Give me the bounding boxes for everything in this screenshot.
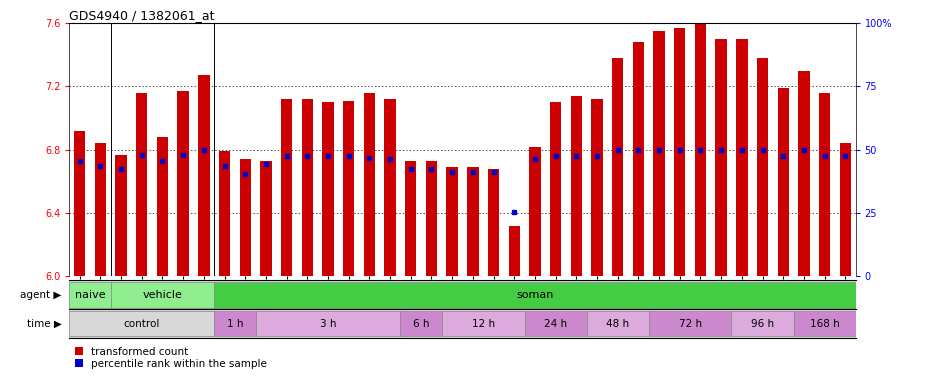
Bar xyxy=(157,137,168,276)
Text: 168 h: 168 h xyxy=(809,318,840,329)
Text: vehicle: vehicle xyxy=(142,290,182,300)
Text: 48 h: 48 h xyxy=(606,318,629,329)
Bar xyxy=(426,161,438,276)
Text: naive: naive xyxy=(75,290,105,300)
Bar xyxy=(364,93,375,276)
Bar xyxy=(550,102,561,276)
Bar xyxy=(487,169,500,276)
Bar xyxy=(612,58,623,276)
Text: 12 h: 12 h xyxy=(472,318,495,329)
Text: 24 h: 24 h xyxy=(544,318,567,329)
Bar xyxy=(69,311,215,336)
Text: agent ▶: agent ▶ xyxy=(20,290,61,300)
Bar xyxy=(219,151,230,276)
Bar xyxy=(798,71,809,276)
Bar xyxy=(401,311,442,336)
Bar xyxy=(819,93,831,276)
Bar xyxy=(591,99,603,276)
Bar xyxy=(695,23,706,276)
Bar xyxy=(116,154,127,276)
Bar xyxy=(240,159,251,276)
Text: 96 h: 96 h xyxy=(751,318,774,329)
Bar xyxy=(757,58,768,276)
Bar xyxy=(736,39,747,276)
Bar xyxy=(260,161,272,276)
Text: 72 h: 72 h xyxy=(679,318,702,329)
Text: control: control xyxy=(124,318,160,329)
Bar xyxy=(467,167,478,276)
Bar xyxy=(447,167,458,276)
Bar xyxy=(69,282,111,308)
Text: 1 h: 1 h xyxy=(227,318,243,329)
Text: GDS4940 / 1382061_at: GDS4940 / 1382061_at xyxy=(69,9,215,22)
Bar xyxy=(343,101,354,276)
Text: time ▶: time ▶ xyxy=(27,318,61,329)
Bar xyxy=(136,93,147,276)
Bar xyxy=(778,88,789,276)
Bar xyxy=(405,161,416,276)
Text: 3 h: 3 h xyxy=(320,318,337,329)
Bar xyxy=(111,282,215,308)
Bar xyxy=(215,282,856,308)
Bar xyxy=(178,91,189,276)
Bar xyxy=(509,226,520,276)
Bar xyxy=(322,102,334,276)
Bar xyxy=(385,99,396,276)
Text: 6 h: 6 h xyxy=(413,318,429,329)
Bar xyxy=(198,75,210,276)
Text: soman: soman xyxy=(516,290,553,300)
Bar xyxy=(653,31,665,276)
Bar xyxy=(571,96,582,276)
Bar xyxy=(215,311,255,336)
Bar xyxy=(648,311,732,336)
Bar xyxy=(524,311,586,336)
Bar xyxy=(794,311,856,336)
Bar xyxy=(732,311,794,336)
Bar xyxy=(442,311,524,336)
Bar xyxy=(302,99,313,276)
Bar xyxy=(281,99,292,276)
Bar xyxy=(255,311,401,336)
Bar xyxy=(94,144,106,276)
Bar xyxy=(840,144,851,276)
Bar xyxy=(74,131,85,276)
Legend: transformed count, percentile rank within the sample: transformed count, percentile rank withi… xyxy=(75,347,267,369)
Bar xyxy=(633,42,644,276)
Bar xyxy=(715,39,727,276)
Bar xyxy=(674,28,685,276)
Bar xyxy=(529,147,540,276)
Bar xyxy=(586,311,648,336)
